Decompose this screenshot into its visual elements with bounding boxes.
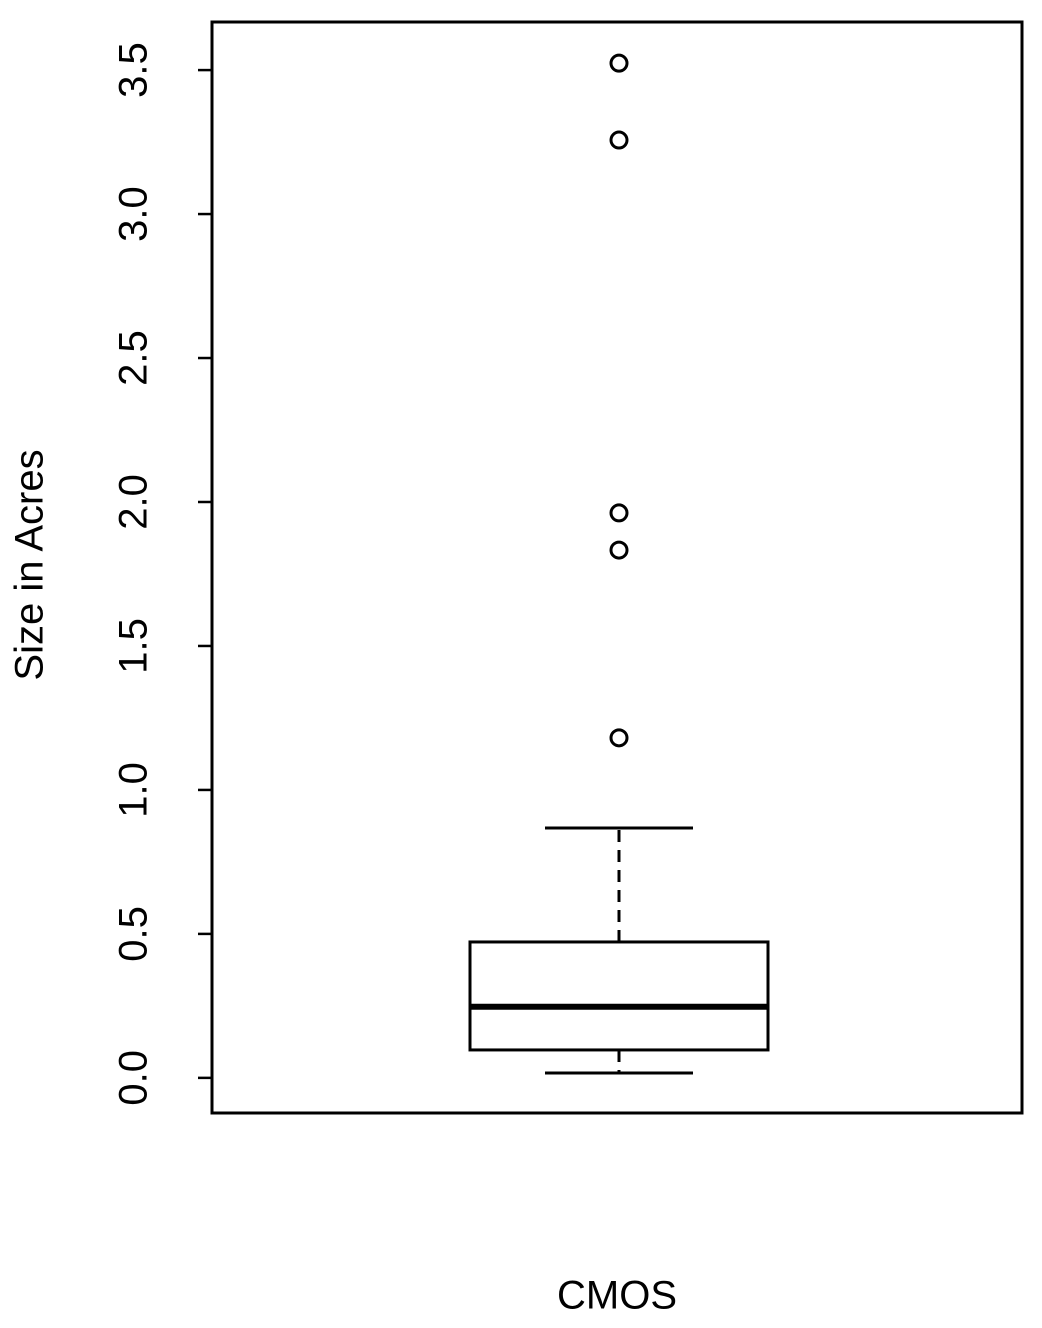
y-tick-label: 1.5 [112, 618, 156, 674]
outlier [609, 53, 629, 73]
y-axis-label: Size in Acres [8, 449, 52, 680]
y-tick-label: 3.5 [112, 42, 156, 98]
y-tick-label: 1.0 [112, 762, 156, 818]
plot-frame [210, 20, 1024, 1115]
outlier [609, 728, 629, 748]
x-axis-label: CMOS [557, 1274, 677, 1318]
y-tick-label: 2.5 [112, 330, 156, 386]
box [468, 940, 770, 1052]
y-tick-label: 2.0 [112, 474, 156, 530]
outlier [609, 503, 629, 523]
y-tick-label: 0.0 [112, 1050, 156, 1106]
outlier [609, 130, 629, 150]
outlier [609, 540, 629, 560]
y-tick-label: 3.0 [112, 186, 156, 242]
y-tick-label: 0.5 [112, 906, 156, 962]
